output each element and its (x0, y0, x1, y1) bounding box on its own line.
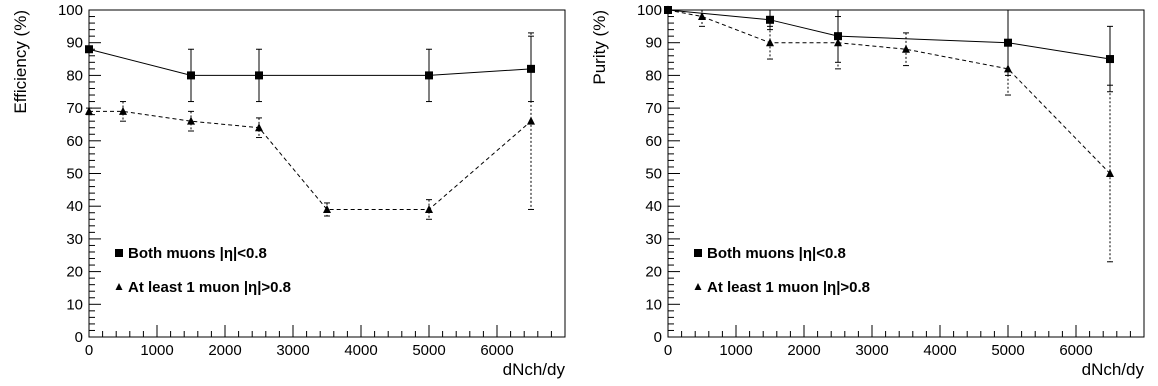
y-tick-label: 30 (645, 231, 662, 248)
y-tick-label: 70 (66, 100, 83, 117)
y-tick-label: 0 (654, 329, 662, 346)
x-tick-label: 0 (85, 342, 93, 359)
data-point-square (1106, 55, 1114, 64)
series-line-both-muons (88, 48, 532, 76)
y-tick-label: 60 (645, 133, 662, 150)
y-tick-label: 90 (66, 35, 83, 52)
y-axis-title: Purity (%) (590, 10, 609, 85)
y-tick-label: 60 (66, 133, 83, 150)
x-tick-label: 4000 (923, 342, 956, 359)
data-point-triangle (1106, 169, 1114, 177)
y-tick-label: 100 (58, 2, 83, 19)
data-point-triangle (119, 106, 127, 115)
data-point-square (766, 15, 774, 24)
x-tick-label: 5000 (991, 342, 1024, 359)
y-tick-label: 30 (66, 231, 83, 248)
data-point-triangle (834, 38, 842, 47)
x-tick-label: 2000 (208, 342, 241, 359)
x-tick-label: 6000 (1059, 342, 1092, 359)
x-tick-label: 6000 (480, 342, 513, 359)
data-point-square (834, 32, 842, 41)
legend-marker-triangle (694, 283, 702, 290)
legend-label: Both muons |η|<0.8 (707, 245, 846, 262)
data-point-square (255, 71, 263, 80)
legend-marker-triangle (115, 283, 123, 290)
x-tick-label: 4000 (344, 342, 377, 359)
y-tick-label: 50 (66, 166, 83, 183)
y-tick-label: 100 (637, 2, 662, 19)
x-tick-label: 1000 (719, 342, 752, 359)
data-point-triangle (187, 116, 195, 125)
data-point-square (187, 71, 195, 80)
x-tick-label: 3000 (276, 342, 309, 359)
y-axis-title: Efficiency (%) (11, 10, 30, 114)
data-point-triangle (902, 44, 910, 53)
x-tick-label: 0 (664, 342, 672, 359)
data-point-triangle (664, 5, 672, 14)
x-axis-title: dNch/dy (503, 360, 566, 379)
x-axis-title: dNch/dy (1082, 360, 1145, 379)
legend-label: At least 1 muon |η|>0.8 (707, 279, 870, 296)
x-tick-label: 3000 (855, 342, 888, 359)
data-point-square (85, 45, 93, 54)
x-tick-label: 1000 (140, 342, 173, 359)
y-tick-label: 10 (66, 296, 83, 313)
y-tick-label: 20 (66, 264, 83, 281)
x-tick-label: 2000 (787, 342, 820, 359)
data-point-square (527, 64, 535, 73)
y-tick-label: 80 (645, 67, 662, 84)
y-tick-label: 40 (645, 198, 662, 215)
y-tick-label: 90 (645, 35, 662, 52)
y-tick-label: 0 (75, 329, 83, 346)
data-point-triangle (323, 204, 331, 213)
legend-label: Both muons |η|<0.8 (128, 245, 267, 262)
y-tick-label: 20 (645, 264, 662, 281)
legend-label: At least 1 muon |η|>0.8 (128, 279, 291, 296)
data-point-triangle (85, 106, 93, 115)
y-tick-label: 40 (66, 198, 83, 215)
series-line-at-least-one-muon (89, 110, 532, 210)
series-line-both-muons (667, 9, 1111, 60)
data-point-triangle (425, 204, 433, 213)
legend-marker-square (694, 249, 702, 257)
y-tick-label: 70 (645, 100, 662, 117)
y-tick-label: 10 (645, 296, 662, 313)
data-point-triangle (255, 123, 263, 132)
data-point-triangle (1004, 64, 1012, 73)
y-tick-label: 80 (66, 67, 83, 84)
x-tick-label: 5000 (412, 342, 445, 359)
series-line-at-least-one-muon (667, 9, 1111, 174)
legend-marker-square (115, 249, 123, 257)
data-point-triangle (698, 12, 706, 21)
data-point-triangle (527, 116, 535, 125)
y-tick-label: 50 (645, 166, 662, 183)
data-point-triangle (766, 38, 774, 47)
data-point-square (425, 71, 433, 80)
